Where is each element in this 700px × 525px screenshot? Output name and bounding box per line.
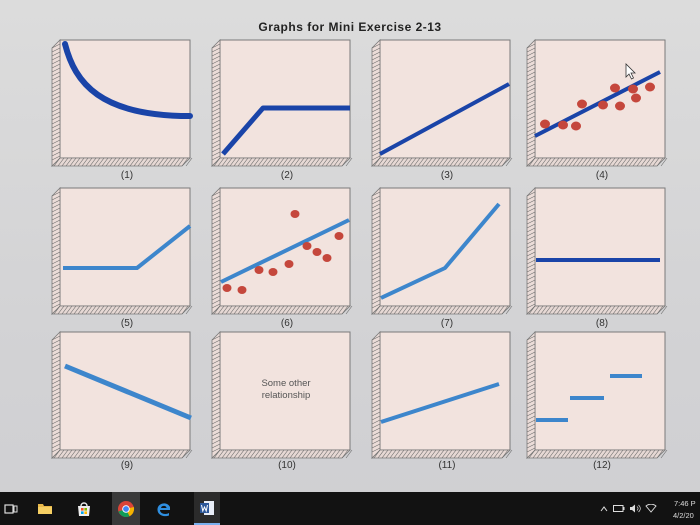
graph-10-plot — [211, 331, 353, 459]
task-view-button[interactable] — [0, 492, 22, 525]
chevron-up-icon — [600, 505, 608, 511]
line-increasing — [379, 82, 510, 156]
graph-frame — [526, 39, 668, 167]
volume-button[interactable] — [628, 492, 642, 525]
graph-5-plot — [51, 187, 193, 315]
graph-label-12: (12) — [593, 460, 611, 471]
screen: Graphs for Mini Exercise 2-13 (1) (2) (3… — [51, 20, 668, 471]
graph-9-plot — [51, 331, 193, 459]
battery-icon — [613, 505, 625, 512]
clock-date[interactable]: 4/2/20 — [673, 511, 694, 520]
line-kinked-increasing — [380, 202, 501, 300]
graph-label-5: (5) — [120, 318, 134, 329]
graph-label-7: (7) — [440, 318, 454, 329]
graph-frame — [51, 39, 193, 167]
graph-6-plot — [211, 187, 353, 315]
trend-line — [220, 218, 350, 284]
scatter-points — [222, 210, 344, 294]
graph-frame — [526, 187, 668, 315]
battery-button[interactable] — [612, 492, 626, 525]
mouse-cursor-icon — [625, 63, 636, 80]
graph-1-plot — [51, 39, 193, 167]
line-flat-then-rise — [63, 224, 192, 270]
volume-icon — [630, 504, 641, 513]
graph-frame — [371, 39, 513, 167]
graph-10-note-line2: relationship — [261, 390, 311, 401]
word-button[interactable] — [194, 492, 220, 525]
edge-icon — [157, 502, 170, 516]
graph-frame — [371, 331, 513, 459]
line-rise-then-flat — [221, 105, 350, 156]
graph-label-11: (11) — [438, 460, 456, 471]
curve-decreasing — [62, 41, 193, 119]
graph-10-note-line1: Some other — [261, 378, 311, 389]
graph-frame — [211, 331, 353, 459]
graph-label-1: (1) — [120, 170, 134, 181]
graph-label-8: (8) — [595, 318, 609, 329]
wifi-icon — [645, 504, 657, 513]
trend-line — [534, 70, 661, 138]
graph-7-plot — [371, 187, 513, 315]
graph-label-3: (3) — [440, 170, 454, 181]
scatter-points — [540, 82, 655, 131]
graph-11-plot — [371, 331, 513, 459]
graph-label-4: (4) — [595, 170, 609, 181]
graph-3-plot — [371, 39, 513, 167]
page-title: Graphs for Mini Exercise 2-13 — [258, 20, 442, 34]
task-view-icon — [4, 503, 18, 514]
taskbar: 7:46 P 4/2/20 — [0, 492, 700, 525]
graph-frame — [211, 39, 353, 167]
show-hidden-icons-button[interactable] — [598, 492, 610, 525]
graph-frame — [371, 187, 513, 315]
wifi-button[interactable] — [644, 492, 658, 525]
file-explorer-button[interactable] — [34, 492, 56, 525]
graph-label-10: (10) — [278, 460, 296, 471]
store-icon — [78, 501, 90, 516]
graph-4-plot — [526, 39, 668, 167]
graph-frame — [526, 331, 668, 459]
graph-12-plot — [526, 331, 668, 459]
graph-frame — [51, 187, 193, 315]
line-increasing — [380, 382, 500, 424]
graph-8-plot — [526, 187, 668, 315]
file-explorer-icon — [38, 504, 52, 514]
graph-frame — [51, 331, 193, 459]
store-button[interactable] — [72, 492, 96, 525]
clock-time[interactable]: 7:46 P — [674, 499, 696, 508]
chrome-icon — [118, 500, 135, 517]
chrome-button[interactable] — [112, 492, 140, 525]
graph-label-2: (2) — [280, 170, 294, 181]
graph-2-plot — [211, 39, 353, 167]
word-icon — [200, 500, 214, 515]
edge-button[interactable] — [152, 492, 176, 525]
graph-label-9: (9) — [120, 460, 134, 471]
graph-label-6: (6) — [280, 318, 294, 329]
line-decreasing — [64, 363, 192, 421]
